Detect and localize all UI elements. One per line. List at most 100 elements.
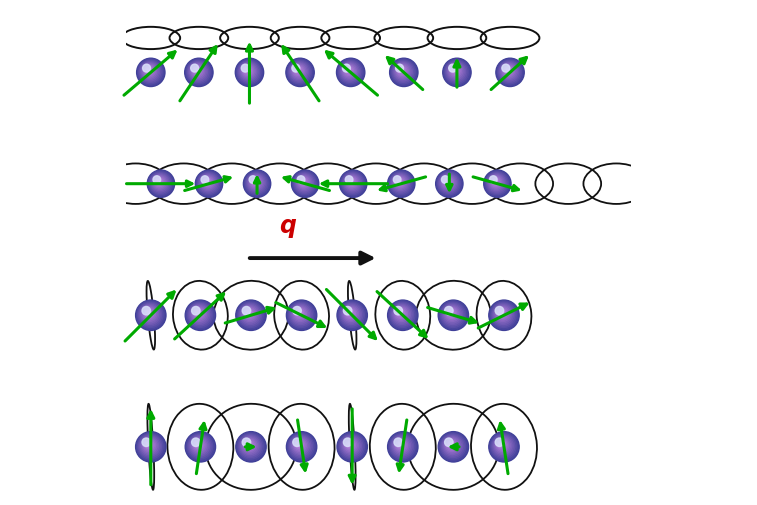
Circle shape <box>438 174 459 194</box>
Circle shape <box>237 433 265 461</box>
Circle shape <box>439 433 467 461</box>
Circle shape <box>394 438 403 446</box>
Circle shape <box>446 62 467 83</box>
Circle shape <box>344 438 352 446</box>
Circle shape <box>148 70 150 72</box>
Circle shape <box>289 435 313 458</box>
Circle shape <box>493 436 513 456</box>
Circle shape <box>296 441 304 448</box>
Circle shape <box>391 435 413 458</box>
Circle shape <box>201 176 209 184</box>
Circle shape <box>498 441 506 448</box>
Circle shape <box>393 306 410 323</box>
Circle shape <box>394 307 409 322</box>
Circle shape <box>294 440 305 450</box>
Circle shape <box>244 68 251 75</box>
Circle shape <box>488 174 506 192</box>
Circle shape <box>453 70 456 72</box>
Circle shape <box>494 437 512 454</box>
Circle shape <box>144 309 154 319</box>
Circle shape <box>340 435 363 458</box>
Circle shape <box>439 301 467 329</box>
Circle shape <box>201 176 214 190</box>
Circle shape <box>146 442 151 447</box>
Circle shape <box>238 302 263 328</box>
Circle shape <box>441 302 466 328</box>
Circle shape <box>343 438 358 453</box>
Circle shape <box>444 307 453 315</box>
Circle shape <box>445 439 458 451</box>
Circle shape <box>348 179 355 186</box>
Circle shape <box>442 305 463 325</box>
Circle shape <box>394 63 413 82</box>
Circle shape <box>240 64 257 80</box>
Circle shape <box>149 173 172 195</box>
Circle shape <box>185 59 213 87</box>
Circle shape <box>293 66 304 78</box>
Circle shape <box>294 67 303 76</box>
Circle shape <box>192 307 200 315</box>
Circle shape <box>142 307 157 322</box>
Circle shape <box>345 440 356 450</box>
Circle shape <box>339 302 364 328</box>
Circle shape <box>339 434 364 459</box>
Circle shape <box>398 181 400 183</box>
Circle shape <box>192 439 205 451</box>
Circle shape <box>394 64 411 80</box>
Circle shape <box>297 176 310 190</box>
Circle shape <box>348 312 351 315</box>
Circle shape <box>494 306 512 323</box>
Circle shape <box>137 301 164 329</box>
Circle shape <box>495 307 510 322</box>
Circle shape <box>388 172 413 196</box>
Circle shape <box>396 440 406 450</box>
Circle shape <box>250 177 261 188</box>
Circle shape <box>139 304 161 326</box>
Circle shape <box>195 70 198 72</box>
Circle shape <box>253 180 257 184</box>
Circle shape <box>450 67 460 76</box>
Circle shape <box>341 305 361 325</box>
Circle shape <box>289 62 310 83</box>
Circle shape <box>297 70 299 72</box>
Circle shape <box>344 67 354 76</box>
Circle shape <box>397 310 404 317</box>
Circle shape <box>390 434 415 459</box>
Circle shape <box>439 174 458 192</box>
Circle shape <box>391 61 415 84</box>
Circle shape <box>238 62 260 83</box>
Circle shape <box>493 305 513 325</box>
Circle shape <box>344 308 357 320</box>
Circle shape <box>297 311 302 316</box>
Circle shape <box>342 65 357 79</box>
Circle shape <box>142 438 151 446</box>
Circle shape <box>339 62 360 83</box>
Circle shape <box>340 304 363 326</box>
Circle shape <box>438 173 460 195</box>
Circle shape <box>391 60 416 86</box>
Circle shape <box>338 61 362 84</box>
Circle shape <box>294 68 302 75</box>
Circle shape <box>492 304 515 326</box>
Circle shape <box>396 179 403 186</box>
Circle shape <box>347 310 354 317</box>
Circle shape <box>445 308 458 320</box>
Circle shape <box>239 304 262 326</box>
Circle shape <box>393 176 407 190</box>
Circle shape <box>138 60 164 86</box>
Circle shape <box>395 65 410 79</box>
Circle shape <box>242 66 254 78</box>
Circle shape <box>502 65 516 79</box>
Circle shape <box>248 175 264 191</box>
Circle shape <box>447 309 456 319</box>
Circle shape <box>136 300 166 331</box>
Circle shape <box>140 305 160 325</box>
Circle shape <box>341 64 358 80</box>
Circle shape <box>136 432 166 462</box>
Circle shape <box>187 434 213 459</box>
Circle shape <box>496 59 525 87</box>
Circle shape <box>195 311 201 316</box>
Circle shape <box>506 70 509 72</box>
Circle shape <box>185 300 216 331</box>
Circle shape <box>139 435 161 458</box>
